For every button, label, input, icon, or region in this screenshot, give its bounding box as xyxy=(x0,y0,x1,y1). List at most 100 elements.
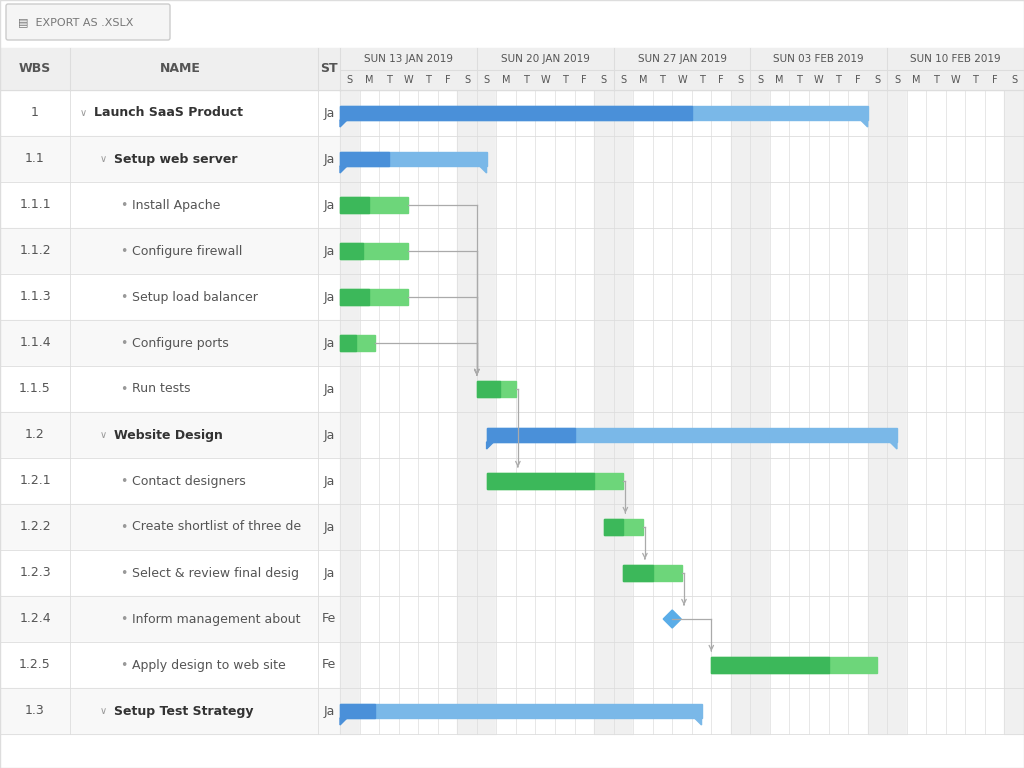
Bar xyxy=(458,550,477,596)
Bar xyxy=(966,228,985,274)
Bar xyxy=(458,688,477,734)
Text: Apply design to web site: Apply design to web site xyxy=(132,658,286,671)
Bar xyxy=(867,320,887,366)
Bar xyxy=(887,182,906,228)
Bar xyxy=(809,320,828,366)
Bar xyxy=(574,320,594,366)
Bar xyxy=(497,458,516,504)
Bar xyxy=(0,688,340,734)
Bar xyxy=(712,90,731,136)
Bar xyxy=(379,550,398,596)
Bar xyxy=(574,596,594,642)
Bar xyxy=(497,642,516,688)
Bar xyxy=(692,228,712,274)
Bar xyxy=(418,228,437,274)
Text: S: S xyxy=(1011,75,1017,85)
Bar xyxy=(458,366,477,412)
Bar xyxy=(966,412,985,458)
Bar xyxy=(555,550,574,596)
Bar xyxy=(477,550,497,596)
Bar xyxy=(555,274,574,320)
Bar xyxy=(340,152,486,166)
Bar xyxy=(809,228,828,274)
Bar xyxy=(751,228,770,274)
Bar xyxy=(887,274,906,320)
Bar xyxy=(985,412,1005,458)
Bar xyxy=(516,320,536,366)
Bar xyxy=(379,412,398,458)
Text: Ja: Ja xyxy=(324,704,335,717)
Bar xyxy=(848,366,867,412)
Bar xyxy=(458,642,477,688)
Bar xyxy=(906,412,927,458)
Bar xyxy=(359,642,379,688)
Bar xyxy=(966,688,985,734)
Bar xyxy=(966,458,985,504)
Bar xyxy=(751,642,770,688)
Bar xyxy=(379,642,398,688)
Text: M: M xyxy=(366,75,374,85)
Bar xyxy=(340,412,359,458)
Bar xyxy=(966,550,985,596)
Bar xyxy=(340,335,355,351)
Bar xyxy=(672,688,692,734)
Bar xyxy=(790,182,809,228)
Bar xyxy=(692,90,712,136)
Bar xyxy=(672,642,692,688)
Text: T: T xyxy=(698,75,705,85)
Bar xyxy=(555,412,574,458)
Bar xyxy=(966,642,985,688)
Bar xyxy=(604,519,643,535)
Bar xyxy=(594,412,613,458)
Bar xyxy=(486,473,594,489)
Bar xyxy=(966,504,985,550)
Text: F: F xyxy=(855,75,861,85)
Bar xyxy=(574,366,594,412)
Bar xyxy=(516,596,536,642)
Bar xyxy=(574,182,594,228)
Bar xyxy=(477,320,497,366)
Bar xyxy=(828,366,848,412)
Bar xyxy=(458,504,477,550)
Bar xyxy=(985,504,1005,550)
Bar xyxy=(927,458,946,504)
Bar xyxy=(458,136,477,182)
Bar xyxy=(1005,642,1024,688)
Bar xyxy=(477,182,497,228)
Text: Configure firewall: Configure firewall xyxy=(132,244,243,257)
Bar xyxy=(1005,228,1024,274)
Bar xyxy=(418,136,437,182)
Bar xyxy=(770,228,790,274)
Bar xyxy=(633,550,652,596)
Bar xyxy=(692,642,712,688)
Text: NAME: NAME xyxy=(160,62,201,75)
Bar xyxy=(340,48,1024,90)
Bar xyxy=(359,596,379,642)
Bar xyxy=(613,274,633,320)
Bar xyxy=(848,642,867,688)
Text: 1.2.4: 1.2.4 xyxy=(19,613,51,625)
Bar xyxy=(887,504,906,550)
Bar xyxy=(966,596,985,642)
Bar xyxy=(398,274,418,320)
Bar xyxy=(633,458,652,504)
Bar xyxy=(966,274,985,320)
Text: Ja: Ja xyxy=(324,429,335,442)
Bar xyxy=(497,320,516,366)
Bar xyxy=(398,550,418,596)
Text: SUN 27 JAN 2019: SUN 27 JAN 2019 xyxy=(638,54,726,64)
Bar xyxy=(712,596,731,642)
Bar xyxy=(848,688,867,734)
Text: Create shortlist of three de: Create shortlist of three de xyxy=(132,521,301,534)
Bar xyxy=(340,458,359,504)
Bar xyxy=(731,136,751,182)
Text: Ja: Ja xyxy=(324,382,335,396)
Bar xyxy=(594,504,613,550)
Bar xyxy=(985,90,1005,136)
Bar xyxy=(946,90,966,136)
Text: Setup web server: Setup web server xyxy=(114,153,238,165)
Bar xyxy=(946,642,966,688)
Text: •: • xyxy=(120,521,127,534)
Bar xyxy=(731,182,751,228)
Bar xyxy=(809,182,828,228)
